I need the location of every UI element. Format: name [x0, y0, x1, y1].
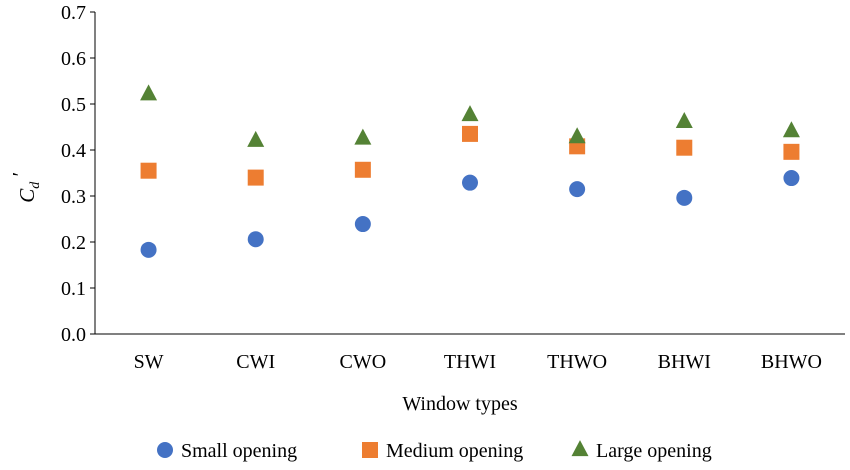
x-tick-label: THWO [547, 351, 607, 373]
x-axis-ticks: SW CWI CWO THWI THWO BHWI BHWO [134, 351, 822, 373]
x-tick-label: CWO [340, 351, 387, 373]
y-tick-label: 0.6 [61, 48, 86, 70]
x-axis-title: Window types [402, 393, 518, 415]
x-tick-label: BHWI [658, 351, 711, 373]
y-tick-label: 0.2 [61, 232, 86, 254]
point-large-opening-thwo [568, 127, 586, 144]
y-axis-ticks: 0.0 0.1 0.2 0.3 0.4 0.5 0.6 0.7 [61, 2, 95, 346]
point-small-opening-bhwi [676, 189, 693, 206]
point-large-opening-sw [140, 84, 158, 101]
point-medium-opening-bhwi [676, 139, 693, 156]
point-large-opening-bhwo [782, 121, 800, 138]
y-tick-label: 0.4 [61, 140, 86, 162]
x-tick-label: BHWO [761, 351, 822, 373]
point-small-opening-thwo [569, 181, 586, 198]
point-large-opening-cwi [247, 130, 265, 147]
y-tick-label: 0.5 [61, 94, 86, 116]
point-large-opening-bhwi [675, 112, 693, 129]
point-medium-opening-thwi [462, 125, 478, 142]
point-medium-opening-bhwo [783, 143, 800, 160]
legend-marker-medium-opening [362, 442, 378, 458]
y-axis-title: Cd ′ [8, 173, 43, 203]
x-tick-label: THWI [444, 351, 496, 373]
legend: Small opening Medium opening Large opening [157, 440, 712, 462]
y-axis-title-subscript: d [28, 181, 43, 189]
point-small-opening-cwo [354, 216, 371, 233]
point-small-opening-cwi [247, 231, 264, 248]
point-small-opening-sw [140, 241, 157, 258]
x-tick-label: SW [134, 351, 164, 373]
y-tick-label: 0.3 [61, 186, 86, 208]
legend-label-medium-opening: Medium opening [386, 440, 523, 462]
y-axis-title-prime: ′ [8, 173, 32, 178]
data-points [140, 84, 800, 258]
point-small-opening-thwi [462, 174, 478, 191]
y-axis-title-main: C [15, 188, 39, 203]
point-large-opening-cwo [354, 128, 372, 145]
y-tick-label: 0.0 [61, 324, 86, 346]
legend-label-small-opening: Small opening [181, 440, 297, 462]
plot-area [94, 12, 845, 335]
point-large-opening-thwi [461, 105, 479, 122]
legend-marker-large-opening [571, 440, 589, 457]
x-tick-label: CWI [236, 351, 275, 373]
y-tick-label: 0.1 [61, 278, 86, 300]
point-small-opening-bhwo [783, 170, 800, 187]
point-medium-opening-cwi [247, 169, 264, 186]
y-tick-label: 0.7 [61, 2, 86, 24]
point-medium-opening-sw [140, 162, 157, 179]
legend-marker-small-opening [157, 442, 173, 458]
legend-label-large-opening: Large opening [596, 440, 712, 462]
point-medium-opening-cwo [354, 161, 371, 178]
